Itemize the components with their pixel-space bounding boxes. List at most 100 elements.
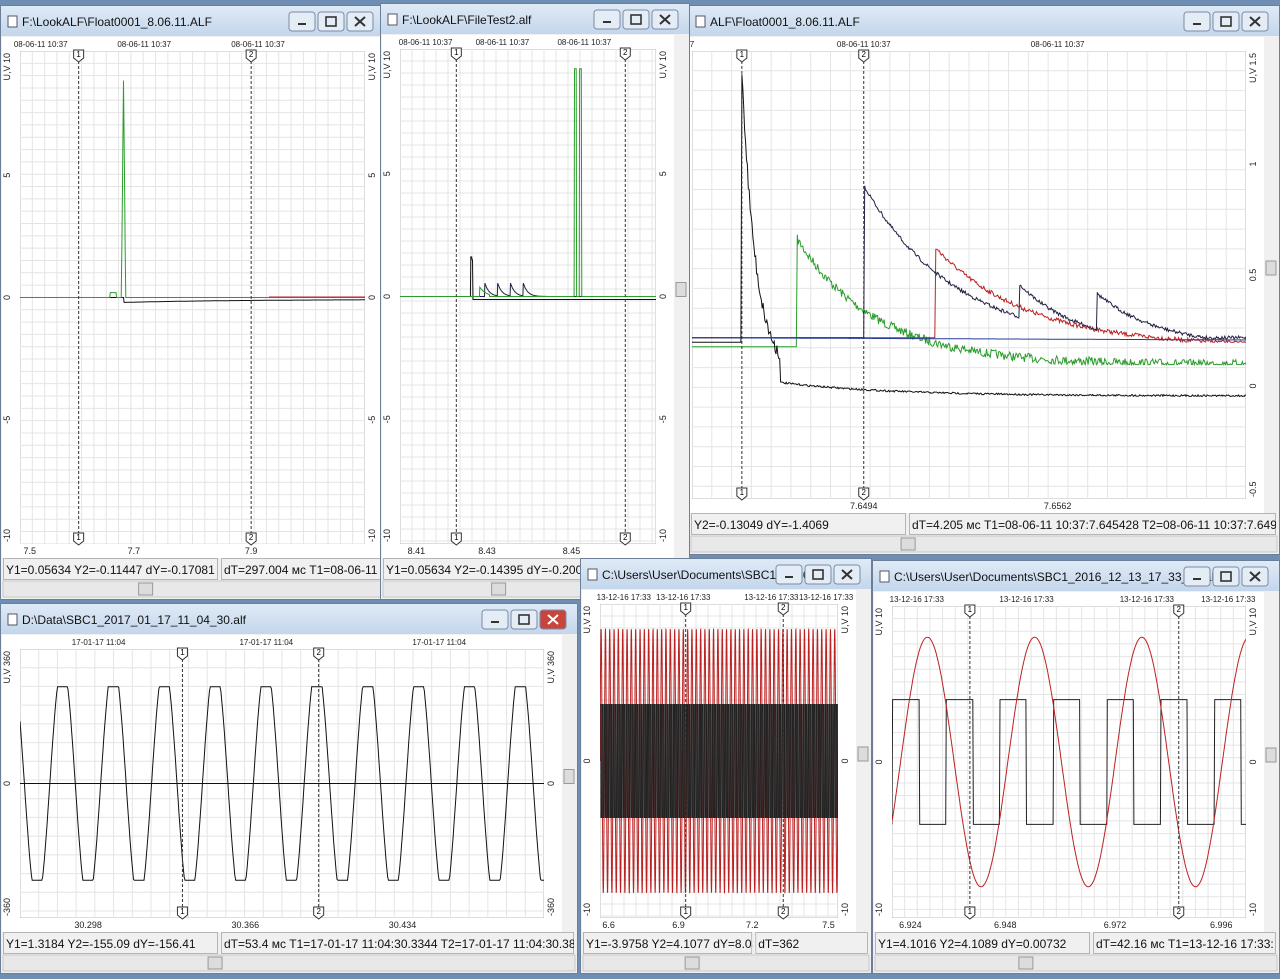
y-axis-label: U,V 1.5 [1248,53,1258,83]
y-axis-label: 0 [874,759,884,764]
status-box: Y1=4.1016 Y2=4.1089 dY=0.00732 [876,933,1090,954]
status-text: Y1=1.3184 Y2=-155.09 dY=-156.41 [6,937,196,951]
close-button[interactable] [834,565,860,584]
y-axis-label: 5 [367,173,377,178]
status-text: Y1=-3.9758 Y2=4.1077 dY=8.0835 [586,937,772,951]
minimize-button[interactable] [482,610,508,629]
window-icon [588,569,597,580]
x-axis-label: 6.9 [672,920,685,930]
y-axis-label: 5 [2,173,12,178]
close-button[interactable] [540,610,566,629]
close-button[interactable] [347,12,373,31]
window-icon [8,16,17,27]
maximize-button[interactable] [318,12,344,31]
x-axis-label: 30.366 [232,920,260,930]
minimize-button[interactable] [1184,567,1210,586]
cursor-label: 2 [781,603,786,612]
y-axis-label: -5 [658,415,668,423]
minimize-button[interactable] [289,12,315,31]
cursor-label: 1 [740,488,745,497]
status-text: dT=362 [758,937,799,951]
y-axis-label: 0 [367,295,377,300]
timestamp-label: 13-12-16 17:33 [1201,595,1256,604]
minimize-button[interactable] [776,565,802,584]
cursor-label: 1 [740,50,745,59]
vertical-scrollbar[interactable] [857,590,869,918]
status-text: dT=42.16 мс T1=13-12-16 17:33: [1096,937,1274,951]
timestamp-label: 17-01-17 11:04 [412,638,466,647]
vertical-scrollbar[interactable] [563,635,575,918]
horizontal-scrollbar[interactable] [875,955,1277,971]
y-axis-label: -10 [840,903,850,916]
plot-area [600,604,838,918]
horizontal-scrollbar[interactable] [691,536,1277,552]
x-axis-label: 6.972 [1104,920,1127,930]
window: F:\LookALF\Float0001_8.06.11.ALF08-06-11… [1,6,412,600]
y-axis-label: U,V 360 [546,651,556,684]
y-axis-label: U,V 10 [658,51,668,79]
close-button[interactable] [1242,567,1268,586]
status-text: Y1=0.05634 Y2=-0.11447 dY=-0.17081 [6,563,215,577]
maximize-button[interactable] [623,10,649,29]
window-title: F:\LookALF\FileTest2.alf [402,13,532,27]
timestamp-label: 08-06-11 10:37 [231,40,285,49]
y-axis-label: 0 [1248,759,1258,764]
close-button[interactable] [652,10,678,29]
plot-area [892,606,1246,918]
vertical-scrollbar[interactable] [1265,592,1277,918]
x-axis-label: 6.996 [1210,920,1233,930]
cursor-label: 2 [249,50,254,59]
y-axis-label: 1 [1248,161,1258,166]
minimize-button[interactable] [594,10,620,29]
plot-area [20,649,544,918]
maximize-button[interactable] [1213,12,1239,31]
horizontal-scrollbar[interactable] [3,581,382,597]
maximize-button[interactable] [805,565,831,584]
timestamp-label: 13-12-16 17:33 [890,595,945,604]
status-box: Y1=-3.9758 Y2=4.1077 dY=8.0835 [584,933,772,954]
cursor-label: 2 [862,50,867,59]
x-axis-label: 7.5 [23,546,36,556]
x-axis-label: 30.434 [389,920,417,930]
window-icon [8,614,17,625]
horizontal-scrollbar[interactable] [3,955,575,971]
cursor-label: 1 [76,50,81,59]
y-axis-label: 0 [382,294,392,299]
vertical-scrollbar[interactable] [1265,37,1277,499]
status-text: Y2=-0.13049 dY=-1.4069 [694,518,829,532]
plot-area [20,51,365,544]
minimize-button[interactable] [1184,12,1210,31]
timestamp-label: 13-12-16 17:33 [999,595,1054,604]
x-axis-label: 7.7 [128,546,141,556]
close-button[interactable] [1242,12,1268,31]
y-axis-label: 0 [2,781,12,786]
y-axis-label: 5 [382,171,392,176]
y-axis-label: -10 [658,529,668,542]
horizontal-scrollbar[interactable] [583,955,869,971]
cursor-label: 2 [623,533,628,542]
y-axis-label: U,V 10 [874,608,884,636]
maximize-button[interactable] [511,610,537,629]
maximize-button[interactable] [1213,567,1239,586]
x-axis-label: 6.948 [994,920,1017,930]
y-axis-label: U,V 360 [2,651,12,684]
vertical-scrollbar[interactable] [675,35,687,544]
timestamp-label: 17-01-17 11:04 [72,638,126,647]
timestamp-label: 13-12-16 17:33 [597,593,652,602]
status-text: dT=4.205 мс T1=08-06-11 10:37:7.645428 T… [912,518,1280,532]
timestamp-label: 08-06-11 10:37 [14,40,68,49]
window-icon [880,571,889,582]
status-box: dT=362 [756,933,868,954]
cursor-label: 2 [1177,605,1182,614]
y-axis-label: 0.5 [1248,269,1258,282]
x-axis-label: 7.2 [746,920,759,930]
timestamp-label: 08-06-11 10:37 [837,40,891,49]
y-axis-label: 0 [546,781,556,786]
y-axis-label: U,V 10 [382,51,392,79]
cursor-label: 1 [683,603,688,612]
y-axis-label: -10 [382,529,392,542]
